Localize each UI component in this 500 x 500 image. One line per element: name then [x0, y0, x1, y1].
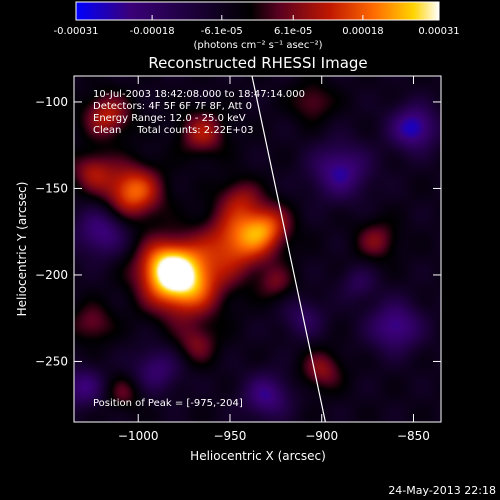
- y-tick-label: −100: [35, 95, 68, 109]
- plot-frame: [73, 75, 442, 423]
- heatmap-image: [74, 76, 441, 422]
- y-tick-label: −150: [35, 181, 68, 195]
- annotation-detectors: Detectors: 4F 5F 6F 7F 8F, Att 0: [93, 101, 252, 112]
- solar-limb-line: [251, 76, 326, 422]
- y-tick-label: −250: [35, 354, 68, 368]
- colorbar-tick-label: 6.1e-05: [274, 26, 312, 37]
- colorbar-tick-label: 0.00031: [418, 26, 459, 37]
- colorbar: [75, 1, 440, 21]
- colorbar-tick-label: 0.00018: [342, 26, 383, 37]
- footer-timestamp: 24-May-2013 22:18: [388, 484, 496, 497]
- x-tick-label: −950: [213, 429, 246, 443]
- x-axis-label: Heliocentric X (arcsec): [190, 449, 326, 463]
- y-tick-label: −200: [35, 268, 68, 282]
- axis-ticks: −1000 −950 −900 −850 −100 −150 −200 −250: [35, 76, 441, 443]
- x-tick-label: −900: [305, 429, 338, 443]
- colorbar-tick-label: -6.1e-05: [201, 26, 243, 37]
- x-tick-label: −850: [397, 429, 430, 443]
- chart-title: Reconstructed RHESSI Image: [148, 54, 367, 72]
- annotation-peak-position: Position of Peak = [-975,-204]: [93, 398, 243, 409]
- annotation-time-range: 10-Jul-2003 18:42:08.000 to 18:47:14.000: [93, 89, 305, 100]
- colorbar-unit-label: (photons cm⁻² s⁻¹ asec⁻²): [193, 40, 322, 51]
- colorbar-tick-label: -0.00018: [130, 26, 175, 37]
- colorbar-ticks: -0.00031 -0.00018 -6.1e-05 6.1e-05 0.00018 0.…: [54, 15, 460, 37]
- x-tick-label: −1000: [118, 429, 159, 443]
- annotation-clean-counts: Clean Total counts: 2.22E+03: [93, 125, 253, 136]
- annotation-energy-range: Energy Range: 12.0 - 25.0 keV: [93, 113, 246, 124]
- colorbar-tick-label: -0.00031: [54, 26, 99, 37]
- y-axis-label: Heliocentric Y (arcsec): [15, 182, 29, 317]
